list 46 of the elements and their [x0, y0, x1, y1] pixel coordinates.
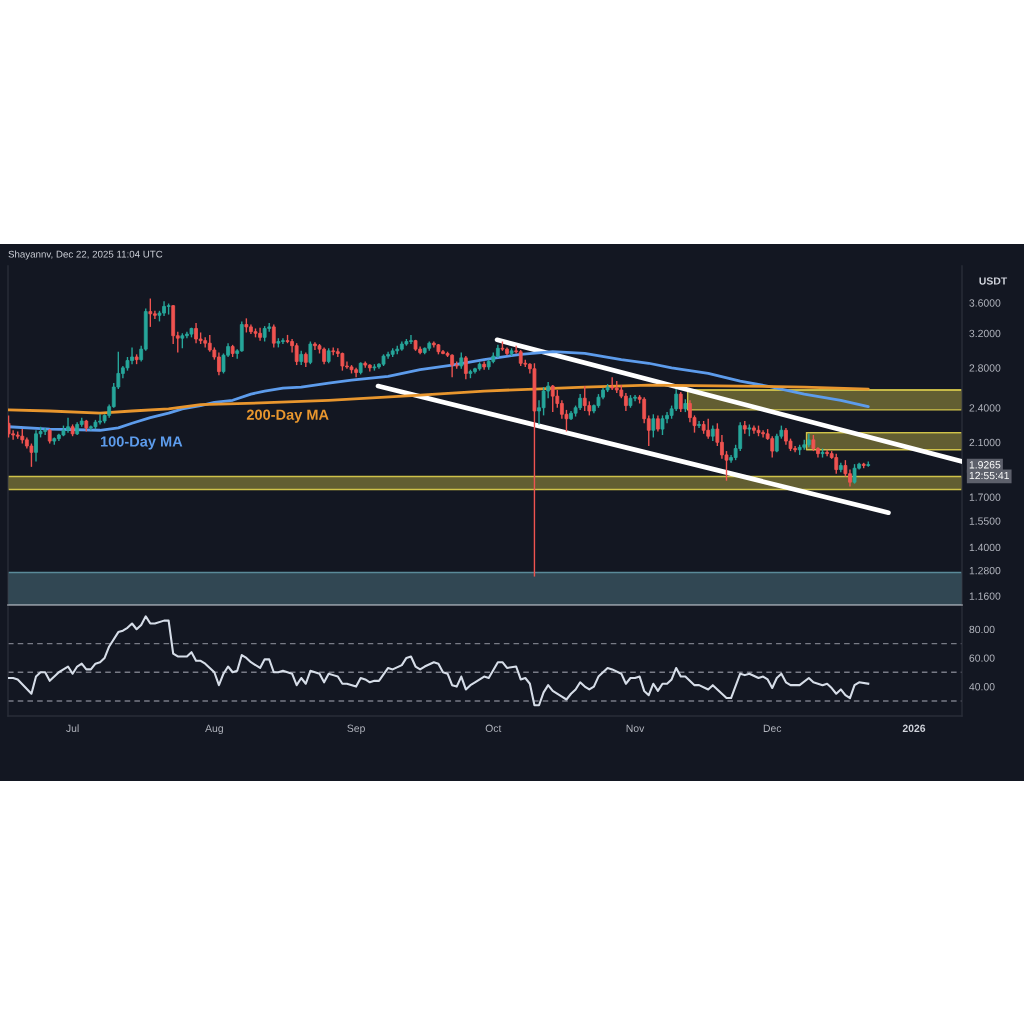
x-tick-label: Oct — [485, 724, 502, 732]
y-tick-label: 2.8000 — [969, 364, 1001, 372]
candlestick — [610, 376, 615, 391]
y-tick-label: 1.1600 — [969, 592, 1001, 600]
candlestick — [770, 435, 775, 459]
candlestick — [308, 340, 313, 365]
y-tick-label: 3.6000 — [969, 299, 1001, 307]
series-label: 100-Day MA — [100, 436, 183, 450]
candlestick — [834, 452, 839, 475]
y-tick-label: 1.7000 — [969, 493, 1001, 501]
x-tick-label: 2026 — [902, 724, 926, 732]
x-tick-label: Sep — [347, 724, 365, 735]
candlestick — [148, 297, 153, 328]
y-tick-label: 1.2800 — [969, 566, 1001, 575]
candlestick — [852, 463, 857, 485]
y-tick-label: 1.9265 — [969, 461, 1001, 469]
candlestick — [8, 414, 11, 439]
candlestick — [697, 420, 701, 429]
candlestick — [271, 323, 276, 349]
candlestick — [674, 388, 679, 412]
candlestick — [706, 418, 711, 440]
y-tick-label: 2.1000 — [969, 438, 1001, 447]
x-tick-label: Dec — [763, 724, 782, 732]
x-tick-label: Nov — [626, 724, 645, 732]
y-axis-title: USDT — [979, 277, 1008, 285]
y-tick-label: 1.4000 — [969, 543, 1001, 552]
y-tick-label: 80.00 — [969, 625, 995, 634]
candlestick — [660, 414, 665, 436]
series-label: 200-Day MA — [246, 409, 329, 423]
candlestick — [294, 342, 299, 366]
candlestick — [651, 413, 656, 439]
x-tick-label: Jul — [66, 724, 79, 732]
y-tick-label: 3.2000 — [969, 329, 1001, 338]
y-tick-label: 1.5500 — [969, 517, 1001, 525]
candlestick — [482, 360, 487, 371]
candlestick — [550, 384, 555, 413]
x-tick-label: Aug — [205, 724, 223, 735]
candlestick — [678, 391, 683, 413]
y-tick-label: 60.00 — [969, 654, 995, 662]
text: 12:55:41 — [969, 471, 1009, 480]
chart-title: Shayannv, Dec 22, 2025 11:04 UTC — [8, 250, 163, 260]
line-series — [8, 615, 870, 707]
y-tick-label: 40.00 — [969, 683, 995, 691]
y-tick-label: 2.4000 — [969, 404, 1001, 412]
candlestick — [582, 385, 587, 412]
candlestick — [463, 355, 468, 380]
